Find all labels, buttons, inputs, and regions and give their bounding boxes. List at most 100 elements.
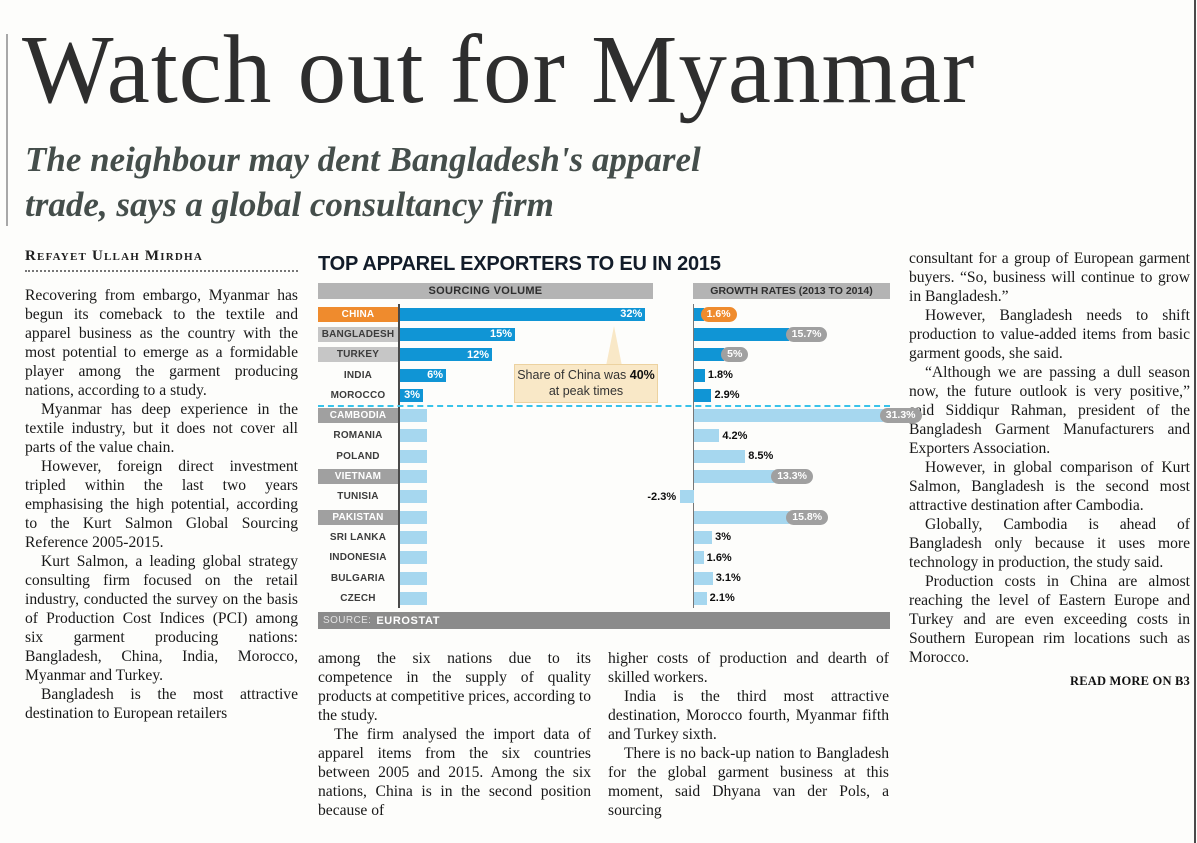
paragraph: Bangladesh is the most attractive destin… — [25, 686, 298, 722]
growth-value: 2.1% — [709, 592, 735, 605]
byline-divider — [25, 270, 298, 272]
volume-value: 3% — [404, 389, 420, 402]
growth-value: 15.8% — [786, 509, 829, 525]
volume-bar — [400, 409, 427, 423]
growth-value: -2.3% — [647, 490, 677, 503]
growth-bar — [694, 551, 704, 565]
paragraph: “Although we are passing a dull season n… — [909, 364, 1190, 457]
growth-rates-header: GROWTH RATES (2013 TO 2014) — [693, 283, 890, 299]
volume-bar — [400, 449, 427, 463]
growth-rate-cell: -2.3% — [647, 486, 890, 507]
sourcing-volume-cell — [398, 547, 653, 568]
volume-bar: 3% — [400, 388, 423, 402]
chart-panel-headers: SOURCING VOLUME GROWTH RATES (2013 TO 20… — [318, 283, 890, 299]
growth-rate-cell: 13.3% — [693, 466, 890, 487]
chart-row: CZECH 2.1% — [318, 588, 890, 609]
growth-value: 31.3% — [879, 408, 922, 424]
negative-growth: -2.3% — [647, 487, 694, 507]
chart-row: CHINA 32% 1.6% — [318, 304, 890, 325]
source-value: EUROSTAT — [376, 614, 441, 627]
country-label: INDONESIA — [329, 552, 387, 564]
country-label: ROMANIA — [333, 430, 383, 442]
paragraph: India is the third most attractive desti… — [608, 688, 889, 743]
sourcing-volume-cell — [398, 527, 653, 548]
growth-rate-cell: 15.7% — [693, 324, 890, 345]
sourcing-volume-cell: 15% — [398, 324, 653, 345]
article-column-3: higher costs of production and dearth of… — [608, 649, 889, 820]
country-label: SRI LANKA — [329, 531, 387, 543]
paragraph: higher costs of production and dearth of… — [608, 650, 889, 686]
country-label: CAMBODIA — [318, 408, 398, 424]
left-edge-rule — [6, 34, 8, 226]
apparel-exporters-chart: TOP APPAREL EXPORTERS TO EU IN 2015 SOUR… — [318, 253, 922, 630]
country-label: TUNISIA — [337, 491, 379, 503]
growth-rate-cell: 4.2% — [693, 425, 890, 447]
volume-bar — [400, 429, 427, 443]
growth-value: 1.6% — [700, 306, 737, 322]
growth-rate-cell: 1.6% — [693, 304, 890, 325]
country-label: BULGARIA — [330, 572, 386, 584]
growth-rate-cell: 2.1% — [693, 588, 890, 609]
growth-value: 1.8% — [707, 369, 733, 382]
volume-bar — [400, 591, 427, 605]
growth-bar — [694, 307, 704, 321]
country-label: CZECH — [340, 592, 376, 604]
chart-row: ROMANIA 4.2% — [318, 425, 890, 447]
sourcing-volume-cell — [398, 567, 653, 589]
article-column-2: among the six nations due to its compete… — [318, 649, 591, 820]
growth-bar — [694, 530, 713, 544]
sourcing-volume-cell: 6% — [398, 364, 653, 386]
chart-row: POLAND 8.5% — [318, 446, 890, 467]
growth-rate-cell: 31.3% — [693, 405, 922, 426]
sourcing-volume-cell — [398, 425, 653, 447]
byline: Refayet Ullah Mirdha — [25, 248, 203, 264]
chart-row: CAMBODIA 31.3% — [318, 405, 922, 426]
subtitle-line-2: trade, says a global consultancy firm — [25, 184, 554, 224]
sourcing-volume-cell — [398, 446, 653, 467]
volume-bar: 12% — [400, 348, 492, 362]
sourcing-volume-cell — [398, 405, 653, 426]
chart-row: PAKISTAN 15.8% — [318, 506, 890, 528]
paragraph: Recovering from embargo, Myanmar has beg… — [25, 287, 298, 399]
growth-value: 15.7% — [785, 326, 828, 342]
volume-value: 32% — [620, 308, 643, 321]
paragraph: However, in global comparison of Kurt Sa… — [909, 459, 1190, 514]
chart-rows: Share of China was 40% at peak times CHI… — [318, 304, 922, 609]
country-label: MOROCCO — [330, 389, 386, 401]
paragraph: Production costs in China are almost rea… — [909, 573, 1190, 666]
sourcing-volume-cell: 3% — [398, 385, 653, 406]
growth-value: 3% — [715, 531, 731, 544]
sourcing-volume-cell — [398, 588, 653, 609]
right-edge-rule — [1194, 0, 1196, 843]
chart-row: BANGLADESH 15% 15.7% — [318, 324, 890, 345]
country-label: INDIA — [343, 369, 373, 381]
growth-bar — [694, 348, 725, 362]
callout-value: 40% — [629, 368, 655, 382]
growth-bar — [694, 571, 713, 585]
callout-text-pre: Share of China was — [517, 368, 630, 382]
growth-bar — [694, 429, 720, 443]
paragraph: There is no back-up nation to Bangladesh… — [608, 745, 889, 819]
paragraph: However, foreign direct investment tripl… — [25, 458, 298, 551]
growth-bar — [694, 368, 705, 382]
volume-bar — [400, 490, 427, 504]
group-divider-dashed-line — [318, 404, 890, 407]
sourcing-volume-cell: 32% — [398, 304, 653, 325]
growth-bar — [694, 470, 775, 484]
growth-value: 13.3% — [771, 469, 813, 485]
volume-bar — [400, 510, 427, 524]
growth-value: 2.9% — [714, 389, 740, 402]
volume-bar — [400, 551, 427, 565]
growth-rate-cell: 2.9% — [693, 385, 890, 406]
chart-row: VIETNAM 13.3% — [318, 466, 890, 487]
callout-pointer — [606, 326, 622, 366]
growth-bar — [694, 591, 707, 605]
column-4-text: consultant for a group of European garme… — [909, 249, 1190, 667]
country-label: POLAND — [336, 450, 380, 462]
chart-row: MOROCCO 3% 2.9% — [318, 385, 890, 406]
growth-value: 1.6% — [706, 551, 732, 564]
chart-row: INDIA 6% 1.8% — [318, 364, 890, 386]
chart-row: SRI LANKA 3% — [318, 527, 890, 548]
volume-value: 6% — [427, 369, 443, 382]
growth-value: 5% — [721, 347, 749, 363]
